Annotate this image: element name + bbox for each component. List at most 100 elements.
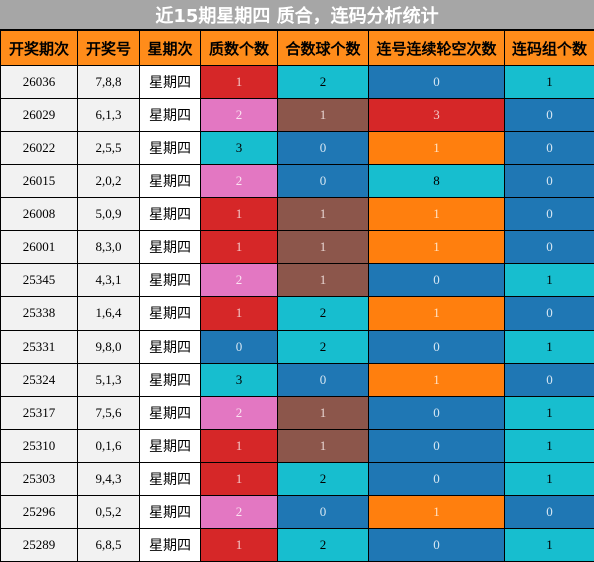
cell-consecutive-groups: 0: [504, 164, 594, 199]
cell-consecutive-miss: 0: [368, 428, 505, 463]
cell-consecutive-groups: 1: [504, 527, 594, 562]
cell-consecutive-miss: 8: [368, 164, 505, 199]
cell-composite-count: 1: [277, 98, 369, 133]
header-composite-count: 合数球个数: [277, 30, 369, 66]
cell-prime-count: 0: [200, 329, 278, 364]
cell-prime-count: 2: [200, 494, 278, 529]
cell-consecutive-miss: 1: [368, 362, 505, 397]
cell-consecutive-groups: 1: [504, 329, 594, 364]
cell-consecutive-miss: 0: [368, 263, 505, 298]
cell-consecutive-miss: 0: [368, 527, 505, 562]
cell-numbers: 5,0,9: [77, 197, 140, 232]
table-row: 26001 8,3,0 星期四 1 1 1 0: [0, 230, 594, 265]
cell-composite-count: 0: [277, 362, 369, 397]
cell-weekday: 星期四: [139, 296, 201, 331]
cell-numbers: 9,4,3: [77, 461, 140, 496]
cell-weekday: 星期四: [139, 164, 201, 199]
header-issue: 开奖期次: [0, 30, 78, 66]
cell-composite-count: 2: [277, 64, 369, 100]
header-row: 开奖期次 开奖号 星期次 质数个数 合数球个数 连号连续轮空次数 连码组个数: [0, 30, 594, 66]
table-body: 26036 7,8,8 星期四 1 2 0 1 26029 6,1,3 星期四 2 1 3 0 26022 2…: [0, 64, 594, 562]
cell-prime-count: 1: [200, 428, 278, 463]
cell-consecutive-groups: 1: [504, 428, 594, 463]
cell-prime-count: 2: [200, 164, 278, 199]
cell-consecutive-miss: 1: [368, 131, 505, 166]
cell-prime-count: 2: [200, 98, 278, 133]
cell-prime-count: 3: [200, 362, 278, 397]
cell-weekday: 星期四: [139, 428, 201, 463]
cell-issue: 25324: [0, 362, 78, 397]
cell-issue: 26015: [0, 164, 78, 199]
header-prime-count: 质数个数: [200, 30, 278, 66]
stats-table: 开奖期次 开奖号 星期次 质数个数 合数球个数 连号连续轮空次数 连码组个数 2…: [0, 30, 594, 562]
cell-consecutive-groups: 0: [504, 131, 594, 166]
cell-consecutive-miss: 0: [368, 395, 505, 430]
cell-prime-count: 1: [200, 64, 278, 100]
header-numbers: 开奖号: [77, 30, 140, 66]
table-row: 26036 7,8,8 星期四 1 2 0 1: [0, 64, 594, 100]
cell-numbers: 2,0,2: [77, 164, 140, 199]
cell-prime-count: 1: [200, 230, 278, 265]
cell-issue: 25338: [0, 296, 78, 331]
cell-weekday: 星期四: [139, 230, 201, 265]
header-weekday: 星期次: [139, 30, 201, 66]
cell-consecutive-groups: 0: [504, 197, 594, 232]
cell-issue: 25331: [0, 329, 78, 364]
cell-consecutive-groups: 0: [504, 296, 594, 331]
cell-prime-count: 2: [200, 395, 278, 430]
cell-numbers: 1,6,4: [77, 296, 140, 331]
cell-composite-count: 0: [277, 131, 369, 166]
cell-issue: 25317: [0, 395, 78, 430]
table-row: 25317 7,5,6 星期四 2 1 0 1: [0, 395, 594, 430]
cell-composite-count: 1: [277, 395, 369, 430]
cell-weekday: 星期四: [139, 131, 201, 166]
cell-issue: 25303: [0, 461, 78, 496]
cell-numbers: 0,5,2: [77, 494, 140, 529]
cell-numbers: 7,5,6: [77, 395, 140, 430]
cell-issue: 26001: [0, 230, 78, 265]
cell-composite-count: 2: [277, 296, 369, 331]
header-consecutive-groups: 连码组个数: [504, 30, 594, 66]
cell-issue: 26008: [0, 197, 78, 232]
cell-weekday: 星期四: [139, 362, 201, 397]
cell-issue: 25345: [0, 263, 78, 298]
cell-issue: 26036: [0, 64, 78, 100]
table-row: 25331 9,8,0 星期四 0 2 0 1: [0, 329, 594, 364]
table-row: 25303 9,4,3 星期四 1 2 0 1: [0, 461, 594, 496]
cell-consecutive-groups: 1: [504, 395, 594, 430]
cell-numbers: 7,8,8: [77, 64, 140, 100]
header-consecutive-miss: 连号连续轮空次数: [368, 30, 505, 66]
table-row: 26029 6,1,3 星期四 2 1 3 0: [0, 98, 594, 133]
cell-prime-count: 2: [200, 263, 278, 298]
table-row: 25338 1,6,4 星期四 1 2 1 0: [0, 296, 594, 331]
cell-prime-count: 1: [200, 197, 278, 232]
cell-issue: 25289: [0, 527, 78, 562]
cell-numbers: 4,3,1: [77, 263, 140, 298]
cell-composite-count: 2: [277, 329, 369, 364]
cell-consecutive-miss: 0: [368, 64, 505, 100]
cell-composite-count: 0: [277, 494, 369, 529]
cell-weekday: 星期四: [139, 494, 201, 529]
table-row: 26015 2,0,2 星期四 2 0 8 0: [0, 164, 594, 199]
cell-issue: 25296: [0, 494, 78, 529]
cell-consecutive-groups: 0: [504, 494, 594, 529]
cell-weekday: 星期四: [139, 64, 201, 100]
cell-numbers: 0,1,6: [77, 428, 140, 463]
cell-numbers: 9,8,0: [77, 329, 140, 364]
cell-weekday: 星期四: [139, 527, 201, 562]
cell-numbers: 8,3,0: [77, 230, 140, 265]
cell-composite-count: 1: [277, 428, 369, 463]
cell-consecutive-miss: 0: [368, 329, 505, 364]
table-row: 25345 4,3,1 星期四 2 1 0 1: [0, 263, 594, 298]
cell-weekday: 星期四: [139, 197, 201, 232]
cell-prime-count: 1: [200, 461, 278, 496]
cell-consecutive-groups: 0: [504, 230, 594, 265]
cell-consecutive-miss: 3: [368, 98, 505, 133]
cell-composite-count: 0: [277, 164, 369, 199]
cell-composite-count: 1: [277, 230, 369, 265]
cell-composite-count: 1: [277, 263, 369, 298]
cell-weekday: 星期四: [139, 395, 201, 430]
cell-prime-count: 1: [200, 527, 278, 562]
cell-consecutive-groups: 0: [504, 362, 594, 397]
